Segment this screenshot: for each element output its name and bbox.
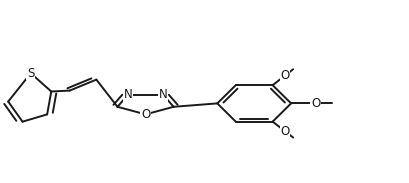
- Text: N: N: [124, 88, 132, 101]
- Text: O: O: [280, 125, 289, 138]
- Text: S: S: [27, 67, 34, 80]
- Text: N: N: [158, 88, 167, 101]
- Text: O: O: [310, 97, 319, 110]
- Text: O: O: [280, 69, 289, 82]
- Text: O: O: [141, 108, 150, 121]
